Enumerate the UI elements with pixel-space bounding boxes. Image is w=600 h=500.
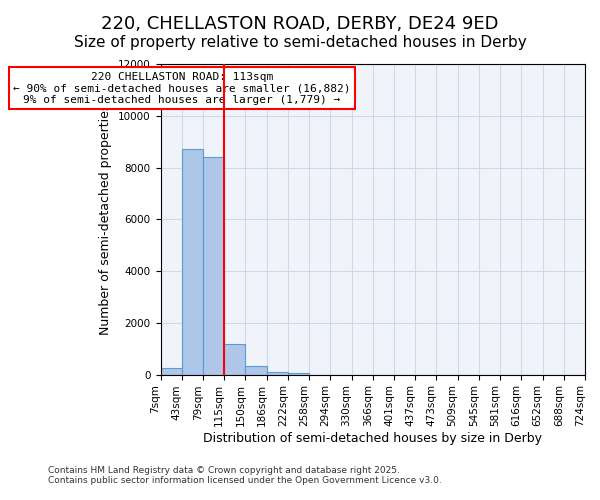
Text: 220 CHELLASTON ROAD: 113sqm
← 90% of semi-detached houses are smaller (16,882)
9: 220 CHELLASTON ROAD: 113sqm ← 90% of sem… [13, 72, 350, 105]
Text: Contains HM Land Registry data © Crown copyright and database right 2025.
Contai: Contains HM Land Registry data © Crown c… [48, 466, 442, 485]
Bar [182, 150, 203, 374]
Y-axis label: Number of semi-detached properties: Number of semi-detached properties [100, 104, 112, 335]
Bar [161, 368, 182, 374]
Bar [203, 157, 224, 374]
Bar [224, 344, 245, 374]
X-axis label: Distribution of semi-detached houses by size in Derby: Distribution of semi-detached houses by … [203, 432, 542, 445]
Bar [245, 366, 266, 374]
Text: Size of property relative to semi-detached houses in Derby: Size of property relative to semi-detach… [74, 35, 526, 50]
Bar [266, 372, 288, 374]
Text: 220, CHELLASTON ROAD, DERBY, DE24 9ED: 220, CHELLASTON ROAD, DERBY, DE24 9ED [101, 15, 499, 33]
